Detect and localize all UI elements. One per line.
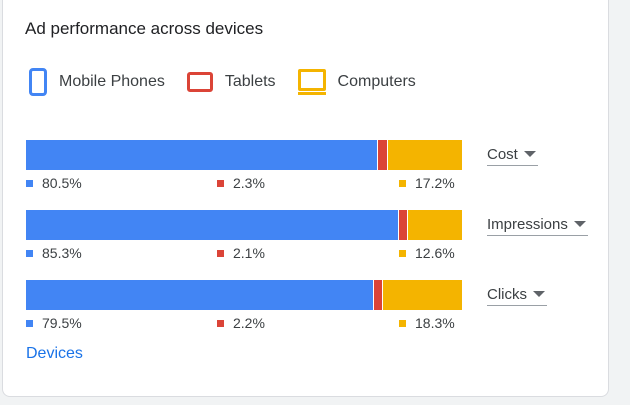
bar-segment-mobile	[26, 140, 377, 170]
bar-segment-tablet	[376, 140, 387, 170]
metric-dropdown-cost[interactable]: Cost	[487, 143, 538, 166]
ad-performance-card: Ad performance across devices Mobile Pho…	[2, 0, 609, 397]
pct-computer: 12.6%	[399, 245, 455, 261]
bar-segment-tablet	[397, 210, 408, 240]
pct-mobile: 79.5%	[26, 315, 82, 331]
bar-segment-computer	[407, 210, 462, 240]
legend-label: Computers	[337, 73, 416, 90]
devices-link[interactable]: Devices	[26, 345, 83, 362]
chevron-down-icon	[523, 151, 536, 157]
mobile-phone-icon	[29, 68, 47, 96]
chevron-down-icon	[533, 291, 545, 297]
metric-dropdown-clicks[interactable]: Clicks	[487, 283, 547, 306]
stacked-bar	[26, 280, 462, 310]
legend-item-mobile: Mobile Phones	[29, 68, 165, 96]
legend-item-computer: Computers	[297, 69, 416, 95]
bar-segment-computer	[382, 280, 462, 310]
percent-labels: 79.5% 2.2% 18.3%	[26, 315, 462, 333]
pct-computer: 17.2%	[399, 175, 455, 191]
legend: Mobile Phones Tablets Computers	[29, 68, 438, 96]
metric-dropdown-impressions[interactable]: Impressions	[487, 213, 588, 236]
computer-icon	[297, 69, 326, 95]
card-title: Ad performance across devices	[25, 19, 264, 38]
pct-tablet: 2.3%	[217, 175, 265, 191]
pct-mobile: 80.5%	[26, 175, 82, 191]
stacked-bar	[26, 210, 462, 240]
pct-tablet: 2.1%	[217, 245, 265, 261]
percent-labels: 80.5% 2.3% 17.2%	[26, 175, 462, 193]
pct-tablet: 2.2%	[217, 315, 265, 331]
percent-labels: 85.3% 2.1% 12.6%	[26, 245, 462, 263]
chevron-down-icon	[573, 221, 586, 227]
bar-segment-mobile	[26, 210, 398, 240]
legend-label: Tablets	[224, 73, 276, 90]
pct-mobile: 85.3%	[26, 245, 82, 261]
legend-label: Mobile Phones	[59, 73, 165, 90]
pct-computer: 18.3%	[399, 315, 455, 331]
tablet-icon	[186, 72, 213, 92]
legend-item-tablet: Tablets	[186, 72, 276, 92]
bar-segment-tablet	[372, 280, 383, 310]
bar-segment-mobile	[26, 280, 373, 310]
stacked-bar	[26, 140, 462, 170]
bar-segment-computer	[386, 140, 462, 170]
